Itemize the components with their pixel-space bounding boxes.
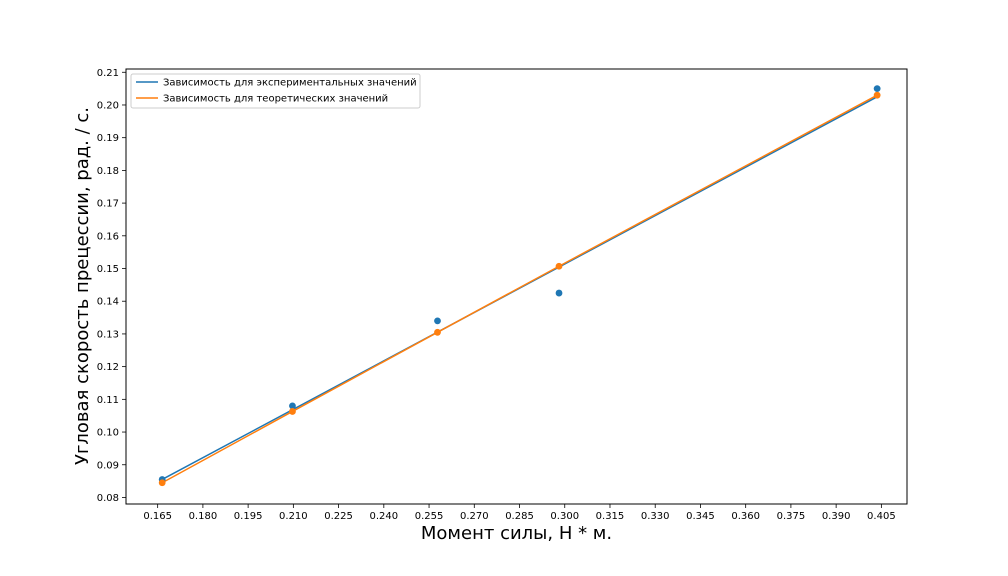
y-tick-label: 0.17 [97,199,119,210]
y-tick-label: 0.11 [97,395,119,406]
data-point-series-1 [158,479,166,487]
x-axis-label: Момент силы, Н * м. [421,523,612,544]
y-tick-label: 0.09 [97,460,119,471]
x-tick-label: 0.390 [822,511,851,522]
data-point-series-0 [873,85,881,93]
data-point-series-1 [555,262,563,270]
legend-label-experimental: Зависимость для экспериментальных значен… [163,78,417,89]
x-tick-label: 0.180 [189,511,218,522]
y-tick-label: 0.10 [97,428,119,439]
x-tick-label: 0.405 [867,511,896,522]
y-tick-label: 0.19 [97,133,119,144]
x-tick-label: 0.210 [279,511,308,522]
x-tick-label: 0.255 [415,511,444,522]
legend-label-theoretical: Зависимость для теоретических значений [163,94,388,105]
legend: Зависимость для экспериментальных значен… [130,73,421,109]
x-tick-label: 0.375 [777,511,806,522]
data-point-series-1 [873,91,881,99]
y-tick-label: 0.21 [97,68,119,79]
x-tick-label: 0.195 [234,511,263,522]
x-tick-label: 0.330 [641,511,670,522]
x-tick-label: 0.345 [686,511,715,522]
x-tick-label: 0.270 [460,511,489,522]
data-point-series-0 [555,289,563,297]
data-point-series-1 [434,328,441,336]
x-tick-label: 0.225 [324,511,353,522]
x-tick-label: 0.315 [596,511,625,522]
x-tick-label: 0.285 [505,511,534,522]
y-tick-label: 0.15 [97,264,119,275]
data-point-series-0 [434,317,441,325]
series-points [158,85,881,487]
plot-frame [125,68,908,505]
y-tick-label: 0.13 [97,329,119,340]
y-tick-label: 0.20 [97,100,119,111]
y-tick-label: 0.12 [97,362,119,373]
y-tick-label: 0.08 [97,493,119,504]
x-tick-label: 0.300 [550,511,579,522]
legend-box [130,73,421,109]
y-tick-label: 0.18 [97,166,119,177]
y-axis-label: Угловая скорость прецессии, рад. / с. [72,107,93,465]
x-tick-label: 0.360 [731,511,760,522]
y-tick-label: 0.14 [97,297,119,308]
x-tick-label: 0.165 [143,511,172,522]
data-point-series-0 [289,402,296,410]
data-point-series-1 [289,408,296,415]
axis-ticks: 0.165 0.180 0.195 0.210 0.225 0.240 0.255 0.270… [97,68,896,522]
y-tick-label: 0.16 [97,231,119,242]
x-tick-label: 0.240 [370,511,399,522]
